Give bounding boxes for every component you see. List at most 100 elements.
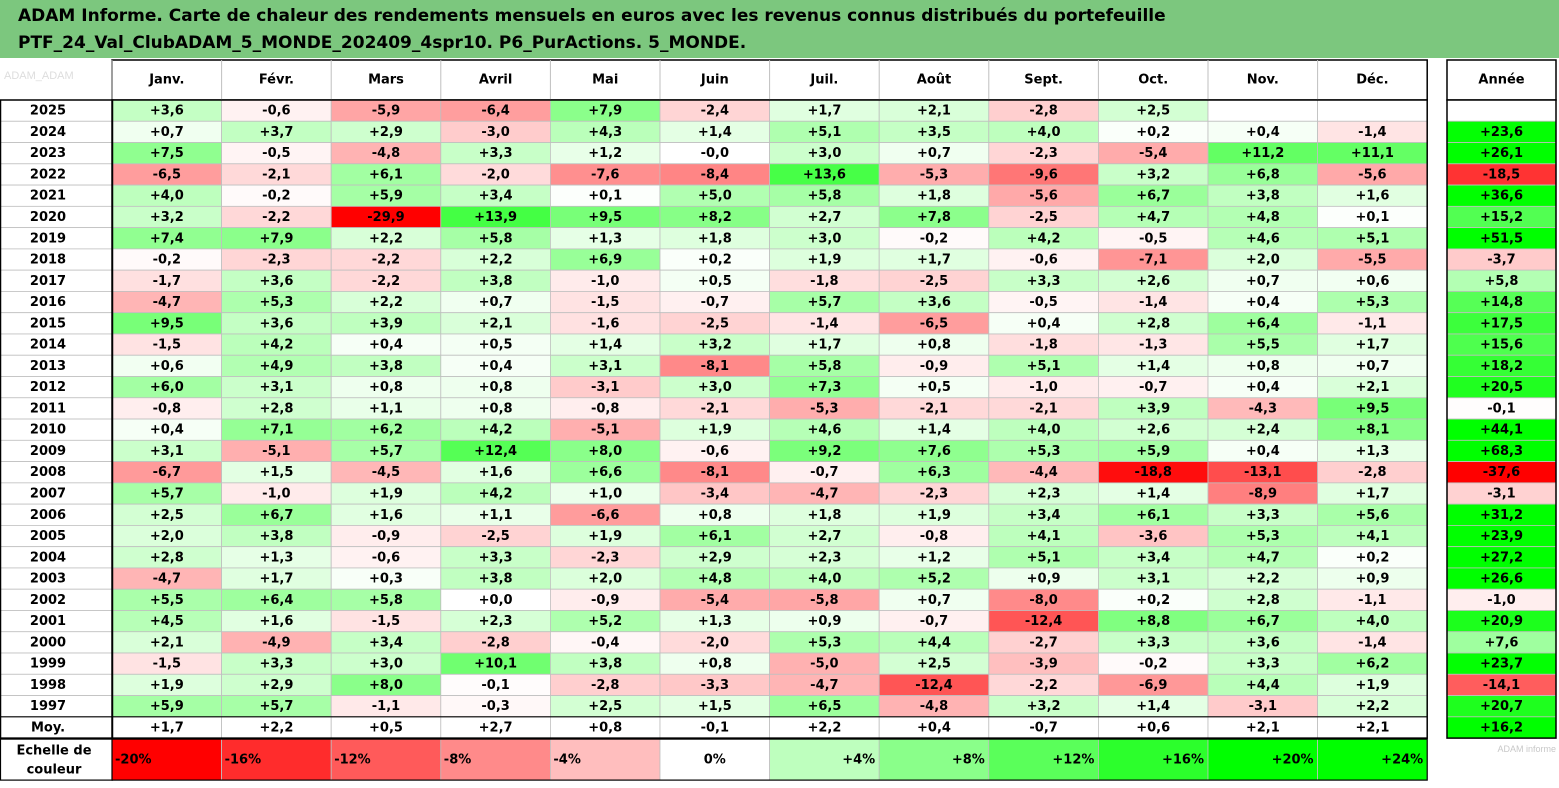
- heat-cell-value: +1,4: [1136, 359, 1170, 374]
- scale-swatch-label: +4%: [842, 753, 875, 768]
- heat-cell-value: +5,9: [1136, 444, 1170, 459]
- heat-cell-value: -1,8: [1029, 338, 1057, 353]
- heat-cell-value: +9,2: [807, 444, 841, 459]
- heat-cell-value: +0,9: [1027, 572, 1061, 587]
- heat-cell-value: +1,6: [479, 465, 513, 480]
- heat-cell-value: -3,3: [701, 678, 729, 693]
- report-header: ADAM Informe. Carte de chaleur des rende…: [0, 0, 1559, 58]
- heat-cell-value: +1,2: [588, 146, 622, 161]
- month-header: Oct.: [1138, 73, 1168, 88]
- heat-cell-value: +2,8: [1246, 593, 1280, 608]
- heat-cell-value: +3,8: [479, 274, 513, 289]
- heat-cell-value: -4,8: [372, 146, 400, 161]
- heat-cell-value: -18,8: [1134, 465, 1171, 480]
- heat-cell-value: -1,4: [810, 316, 838, 331]
- heat-cell-value: +5,8: [479, 231, 513, 246]
- heat-cell-value: +5,5: [150, 593, 184, 608]
- year-label: 2017: [30, 274, 66, 289]
- heat-cell-value: +4,6: [1246, 231, 1280, 246]
- heat-cell-value: +2,2: [1246, 572, 1280, 587]
- annual-cell-value: +14,8: [1480, 295, 1523, 310]
- month-block-frame: [111, 99, 1428, 739]
- heat-cell-value: +2,1: [1355, 380, 1389, 395]
- heat-cell-value: +5,1: [1027, 359, 1061, 374]
- heat-cell-value: -8,9: [1249, 486, 1277, 501]
- heat-cell-value: +3,5: [917, 125, 951, 140]
- heat-cell-value: +0,8: [1246, 359, 1280, 374]
- heat-cell-value: +5,9: [369, 189, 403, 204]
- heat-cell-value: +5,3: [259, 295, 293, 310]
- heat-cell-value: +0,4: [1246, 444, 1280, 459]
- annual-cell-value: +27,2: [1480, 550, 1523, 565]
- heat-cell-value: +6,1: [1136, 508, 1170, 523]
- heat-cell-value: +1,6: [1355, 189, 1389, 204]
- heat-cell-value: +6,4: [1246, 316, 1280, 331]
- month-header: Janv.: [148, 73, 184, 88]
- heat-cell-value: -7,1: [1139, 253, 1167, 268]
- heat-cell-value: +0,5: [479, 338, 513, 353]
- heat-cell-value: +0,9: [807, 614, 841, 629]
- heat-cell-value: +6,7: [1136, 189, 1170, 204]
- heat-cell-value: -0,2: [153, 253, 181, 268]
- month-header: Juil.: [809, 73, 838, 88]
- heat-cell-value: +0,5: [917, 380, 951, 395]
- heat-cell-value: +7,4: [150, 231, 184, 246]
- heat-cell-value: +0,8: [479, 380, 513, 395]
- heat-cell-value: +2,2: [369, 295, 403, 310]
- year-label: 2003: [30, 572, 66, 587]
- heat-cell-value: +0,9: [1355, 572, 1389, 587]
- year-label: 2012: [30, 380, 66, 395]
- heat-cell-value: +3,4: [479, 189, 513, 204]
- heat-cell-value: +1,8: [698, 231, 732, 246]
- scale-label-line-2: couleur: [27, 763, 82, 778]
- heat-cell-value: -5,8: [810, 593, 838, 608]
- heat-cell-value: -6,7: [153, 465, 181, 480]
- scale-swatch: [659, 738, 770, 781]
- heat-cell-value: +1,9: [917, 508, 951, 523]
- heat-cell-value: +4,3: [588, 125, 622, 140]
- heat-cell-value: -2,2: [1029, 678, 1057, 693]
- heat-cell-value: +2,1: [150, 635, 184, 650]
- heat-cell-value: +0,7: [479, 295, 513, 310]
- heat-cell-value: +4,4: [917, 635, 951, 650]
- month-header: Août: [917, 73, 951, 88]
- heat-cell-value: +6,6: [588, 465, 622, 480]
- heat-cell-value: -1,0: [1029, 380, 1057, 395]
- scale-swatch-label: +20%: [1272, 753, 1314, 768]
- heat-cell-value: +0,8: [917, 338, 951, 353]
- heat-cell-value: +3,8: [479, 572, 513, 587]
- heat-cell-value: +2,8: [150, 550, 184, 565]
- scale-swatch: [550, 738, 661, 781]
- heat-cell-value: +1,1: [369, 401, 403, 416]
- heat-cell-value: +0,4: [369, 338, 403, 353]
- year-label: 1999: [30, 657, 66, 672]
- heat-cell-value: -2,0: [701, 635, 729, 650]
- heat-cell-value: +13,9: [474, 210, 517, 225]
- heat-cell-value: +8,1: [1355, 423, 1389, 438]
- heat-cell-value: -7,6: [591, 167, 619, 182]
- heat-cell-value: +5,1: [1027, 550, 1061, 565]
- heat-cell-value: -6,5: [153, 167, 181, 182]
- heat-cell-value: +2,3: [807, 550, 841, 565]
- heat-cell-value: -1,5: [591, 295, 619, 310]
- heat-cell-value: -5,3: [810, 401, 838, 416]
- heat-cell-value: +11,1: [1351, 146, 1394, 161]
- heat-cell-value: -2,1: [1029, 401, 1057, 416]
- heat-cell-value: +5,3: [1246, 529, 1280, 544]
- heat-cell-value: +4,2: [479, 423, 513, 438]
- heat-cell-value: +1,5: [698, 699, 732, 714]
- heat-cell-value: -13,1: [1244, 465, 1281, 480]
- heat-cell-value: +2,2: [259, 720, 293, 735]
- heat-cell-value: +0,3: [369, 572, 403, 587]
- scale-swatch: [1098, 738, 1209, 781]
- heat-cell-value: -0,9: [920, 359, 948, 374]
- heat-cell-value: +7,8: [917, 210, 951, 225]
- heat-cell-value: +7,9: [259, 231, 293, 246]
- month-header: Mai: [592, 73, 618, 88]
- heat-cell-value: -0,3: [481, 699, 509, 714]
- month-header: Févr.: [259, 73, 294, 88]
- heat-cell-value: +1,2: [917, 550, 951, 565]
- heat-cell-value: +6,1: [369, 167, 403, 182]
- heat-cell-value: +2,0: [150, 529, 184, 544]
- heat-cell-value: +4,0: [807, 572, 841, 587]
